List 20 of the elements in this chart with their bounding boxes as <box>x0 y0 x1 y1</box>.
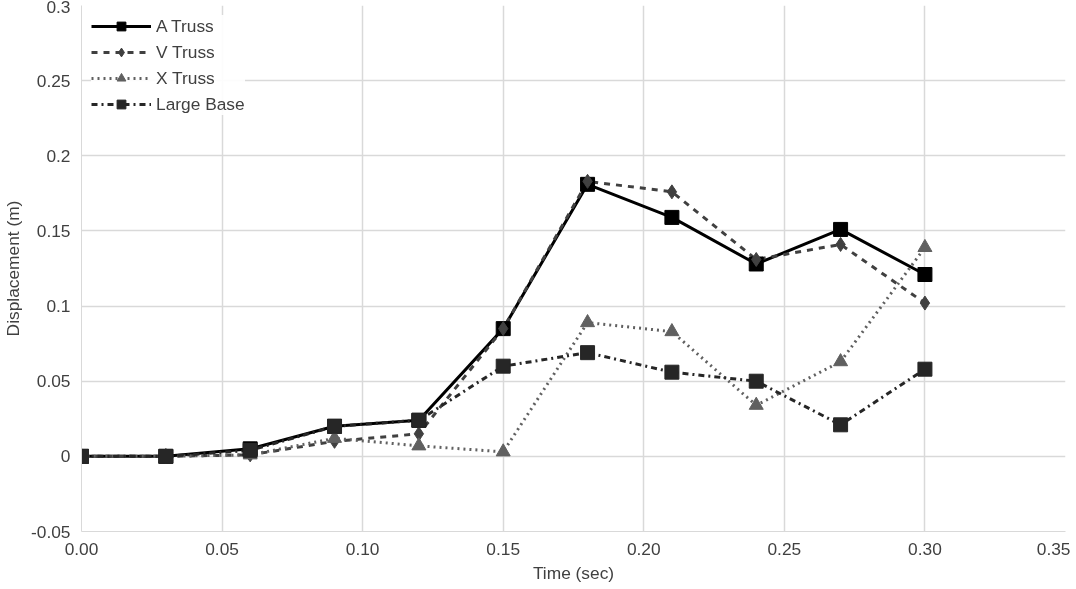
legend-label: V Truss <box>156 41 215 63</box>
y-tick-label: 0.2 <box>46 145 71 166</box>
x-tick-label: 0.35 <box>1036 538 1071 559</box>
y-tick-label: 0.15 <box>36 220 71 241</box>
x-tick-label: 0.20 <box>626 538 661 559</box>
legend-label: A Truss <box>156 15 214 37</box>
x-axis-title: Time (sec) <box>532 562 615 583</box>
y-tick-label: 0.05 <box>36 371 71 392</box>
y-tick-label: 0.3 <box>46 0 71 17</box>
legend-label: Large Base <box>156 93 245 115</box>
x-tick-label: 0.05 <box>205 538 239 559</box>
x-tick-label: 0.30 <box>908 538 942 559</box>
y-tick-label: 0.1 <box>46 296 71 317</box>
y-tick-label: 0.25 <box>36 70 71 91</box>
legend-label: X Truss <box>156 67 215 89</box>
x-tick-label: 0.15 <box>486 538 521 559</box>
y-tick-label: 0 <box>60 446 71 467</box>
y-axis-title: Displacement (m) <box>3 200 23 337</box>
x-tick-label: 0.25 <box>767 538 802 559</box>
x-tick-label: 0.10 <box>345 538 380 559</box>
